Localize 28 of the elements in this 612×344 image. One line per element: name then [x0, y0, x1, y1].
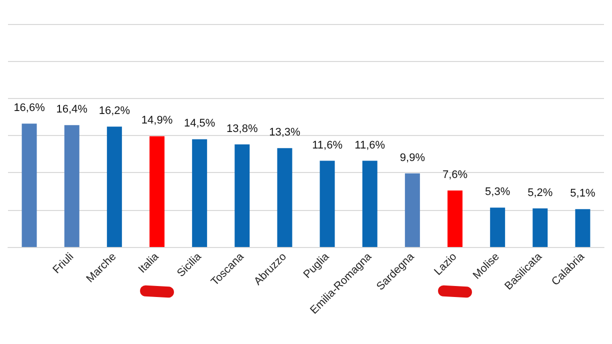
data-label: 13,3%: [269, 126, 301, 139]
bar: [532, 208, 548, 247]
data-label: 11,6%: [312, 139, 343, 152]
bar: [150, 136, 164, 247]
bar: [448, 190, 462, 247]
data-label: 16,6%: [14, 102, 46, 114]
data-label: 5,2%: [528, 186, 553, 199]
data-label: 16,4%: [56, 104, 88, 116]
bar: [106, 126, 122, 247]
data-label: 5,3%: [485, 186, 510, 198]
data-label: 11,6%: [354, 139, 386, 152]
data-label: 16,2%: [98, 105, 130, 118]
bar: [234, 144, 250, 247]
bar: [64, 125, 80, 247]
bar: [22, 124, 37, 247]
data-label: 13,8%: [226, 122, 258, 135]
bar: [404, 173, 420, 247]
data-label: 7,6%: [442, 169, 468, 182]
bar: [575, 209, 590, 247]
data-label: 14,5%: [184, 118, 216, 130]
bar: [320, 160, 335, 247]
bar: [490, 208, 506, 247]
bar: [362, 160, 378, 247]
bar: [277, 148, 292, 247]
data-label: 14,9%: [141, 114, 173, 127]
data-label: 9,9%: [400, 152, 426, 164]
data-label: 5,1%: [570, 188, 596, 200]
bar: [192, 139, 208, 247]
